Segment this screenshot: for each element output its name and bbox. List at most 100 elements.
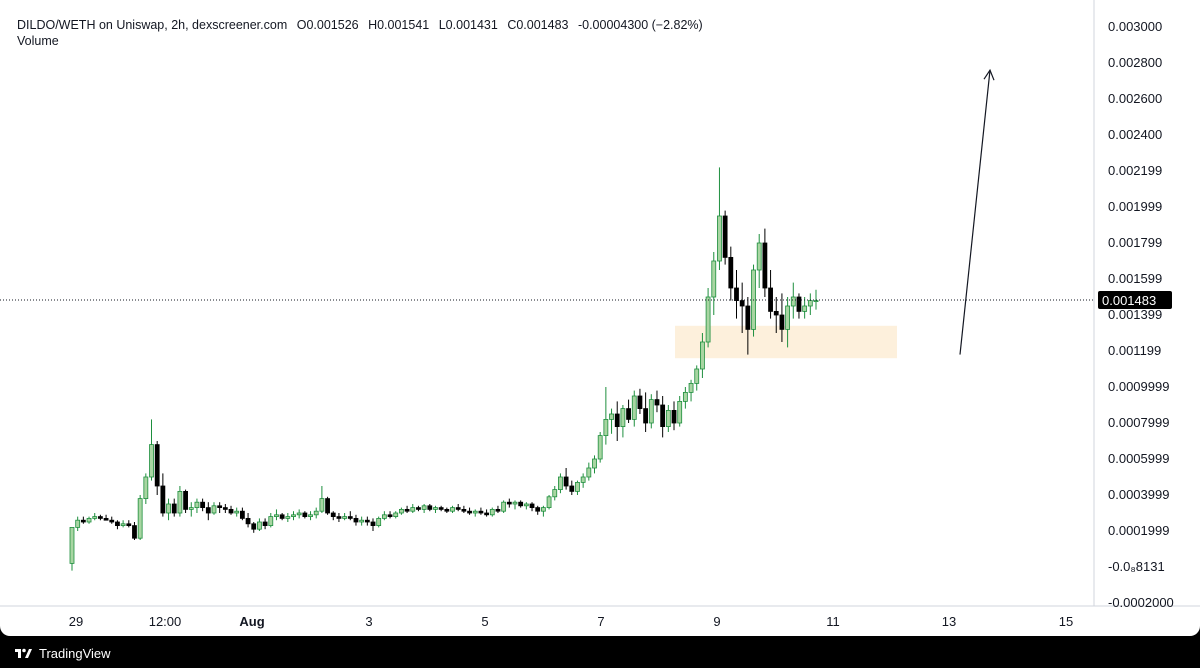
tradingview-brand: TradingView (39, 645, 111, 661)
candle (450, 507, 455, 512)
y-tick-label: 0.002400 (1108, 127, 1162, 142)
candle (404, 508, 410, 512)
candle (694, 368, 700, 384)
x-tick-label: Aug (239, 614, 264, 629)
y-tick-label: 0.0003999 (1108, 487, 1169, 502)
y-tick-label: 0.002199 (1108, 163, 1162, 178)
candle (489, 508, 495, 516)
candle (444, 508, 450, 512)
candle (540, 507, 546, 512)
candle (97, 516, 103, 519)
ohlc-high: H0.001541 (368, 18, 430, 32)
candle (296, 512, 302, 516)
projection-arrow-head (983, 68, 995, 81)
candle (137, 498, 143, 539)
projection-arrow (959, 70, 991, 355)
last-price-tag (1098, 291, 1172, 310)
ohlc-open: O0.001526 (296, 18, 359, 32)
candle (387, 514, 393, 517)
candle (69, 527, 75, 564)
candle (620, 408, 626, 428)
candle (274, 514, 279, 517)
candle (115, 521, 120, 526)
candle (251, 523, 257, 530)
ohlc-change: -0.00004300 (−2.82%) (577, 18, 703, 32)
candle (376, 518, 382, 527)
candle (722, 215, 728, 258)
candle (461, 508, 467, 512)
y-tick-label: 0.002800 (1108, 55, 1162, 70)
x-tick-label: 12:00 (149, 614, 182, 629)
candle (245, 518, 251, 525)
candle (512, 501, 518, 505)
candle (802, 305, 808, 312)
candle (149, 444, 154, 478)
candle (166, 503, 171, 514)
candle (427, 505, 433, 510)
y-tick-label: -0.0002000 (1108, 595, 1174, 610)
candle (705, 296, 711, 343)
candle (330, 512, 336, 517)
candle (234, 510, 240, 514)
candle (597, 435, 603, 460)
candle (688, 382, 694, 393)
volume-label[interactable]: Volume (17, 34, 59, 48)
y-tick-label: 0.001799 (1108, 235, 1162, 250)
candlestick-chart[interactable]: 0.003000 0.002800 0.002600 0.002400 0.002199… (0, 0, 1200, 636)
candle (677, 400, 683, 424)
candle (467, 510, 472, 514)
candle (205, 507, 211, 514)
candle (126, 523, 132, 526)
candle (586, 467, 592, 478)
candle (682, 391, 688, 402)
candle (654, 399, 660, 406)
symbol-title: DILDO/WETH on Uniswap, 2h, dexscreener.c… (17, 18, 288, 32)
candles-group (69, 167, 819, 571)
y-tick-label: 0.0001999 (1108, 523, 1169, 538)
support-zone (675, 325, 897, 359)
candle (518, 501, 524, 507)
candle (336, 516, 342, 519)
candle (563, 476, 569, 487)
last-price-label: 0.001483 (1102, 293, 1156, 308)
candle (200, 501, 206, 509)
candle (393, 512, 399, 517)
candle (745, 305, 751, 330)
candle (609, 413, 614, 420)
candle (614, 413, 620, 427)
candle (160, 485, 166, 514)
candle (171, 503, 177, 514)
candle (217, 505, 223, 508)
candle (580, 476, 586, 483)
candle (399, 508, 404, 514)
ohlc-close: C0.001483 (507, 18, 569, 32)
candle (523, 503, 529, 507)
candle (717, 215, 722, 262)
candle (421, 505, 427, 510)
candle (103, 518, 109, 521)
x-tick-label: 15 (1059, 614, 1073, 629)
chart-panel[interactable]: 0.003000 0.002800 0.002600 0.002400 0.002199… (0, 0, 1200, 636)
ohlc-low: L0.001431 (438, 18, 498, 32)
candle (648, 399, 654, 424)
candle (194, 501, 200, 509)
candle (268, 516, 274, 526)
candle (472, 510, 478, 514)
y-tick-label: 0.0007999 (1108, 415, 1169, 430)
x-tick-label: 5 (481, 614, 488, 629)
candle (501, 501, 507, 512)
x-tick-label: 13 (942, 614, 956, 629)
y-tick-label: 0.0005999 (1108, 451, 1169, 466)
candle (410, 507, 416, 512)
candle (813, 300, 819, 303)
candle (455, 507, 461, 510)
candle (807, 300, 813, 307)
candle (92, 516, 98, 519)
candle (626, 408, 631, 420)
candle (495, 508, 501, 512)
candle (569, 485, 575, 492)
candle (262, 521, 268, 526)
candle (279, 514, 285, 519)
candle (211, 505, 217, 514)
